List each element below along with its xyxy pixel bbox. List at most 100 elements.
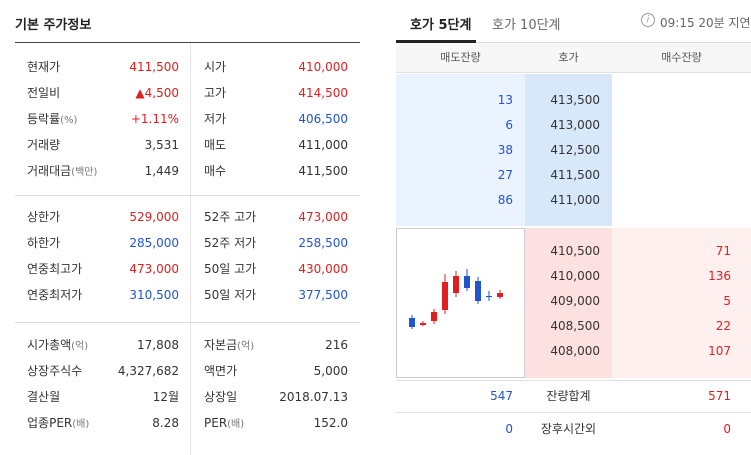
label: 시가 xyxy=(204,55,226,80)
label-text: 등락률 xyxy=(27,112,61,126)
value: 5,000 xyxy=(313,364,348,378)
block-divider xyxy=(15,195,360,196)
sell-row: 13 413,500 xyxy=(396,88,751,113)
label: 50일 고가 xyxy=(204,257,256,282)
buy-row: 409,000 5 xyxy=(396,289,751,314)
total-remaining-label: 잔량합계 xyxy=(546,389,591,403)
label-text: 연중최저가 xyxy=(27,288,83,302)
total-buy-qty: 571 xyxy=(708,389,731,403)
label-text: 50일 저가 xyxy=(204,288,257,302)
panel-title: 기본 주가정보 xyxy=(15,18,92,33)
buy-qty: 22 xyxy=(715,319,731,333)
info-row: 결산월 12월 상장일 2018.07.13 xyxy=(15,385,360,410)
value: 411,500 xyxy=(298,164,348,178)
value: 310,500 xyxy=(129,288,179,302)
value: 473,000 xyxy=(298,210,348,224)
order-book-panel: 호가 5단계 호가 10단계 i 09:15 20분 지연 매도잔량 호가 매수… xyxy=(396,0,751,455)
info-row: 업종PER(배) 8.28 PER(배) 152.0 xyxy=(15,411,360,436)
label-text: 시가 xyxy=(204,60,227,74)
sell-price: 411,000 xyxy=(550,193,600,207)
value: 430,000 xyxy=(298,262,348,276)
value: 411,000 xyxy=(298,138,348,152)
column-divider xyxy=(190,196,191,322)
label: 거래량 xyxy=(27,133,60,158)
buy-qty: 136 xyxy=(708,269,731,283)
label-text: 상장주식수 xyxy=(27,364,83,378)
label: 결산월 xyxy=(27,385,60,410)
buy-qty: 71 xyxy=(715,244,731,258)
label-text: 시가총액 xyxy=(27,338,72,352)
label: 상장일 xyxy=(204,385,237,410)
buy-price: 409,000 xyxy=(550,294,600,308)
label: 등락률(%) xyxy=(27,107,77,133)
after-hours-label: 장후시간외 xyxy=(540,422,597,436)
header-sell-qty: 매도잔량 xyxy=(440,51,481,64)
header-buy-qty: 매수잔량 xyxy=(661,51,702,64)
label-unit: (억) xyxy=(237,341,255,352)
value: 2018.07.13 xyxy=(279,390,348,404)
sell-price-area xyxy=(525,74,612,226)
candle xyxy=(464,276,470,288)
label: 상한가 xyxy=(27,205,60,230)
value: 473,000 xyxy=(129,262,179,276)
info-row: 상장주식수 4,327,682 액면가 5,000 xyxy=(15,359,360,384)
label: 현재가 xyxy=(27,55,60,80)
label: 50일 저가 xyxy=(204,283,256,308)
label: 연중최고가 xyxy=(27,257,82,282)
buy-row: 410,500 71 xyxy=(396,239,751,264)
buy-price: 408,500 xyxy=(550,319,600,333)
candle xyxy=(409,318,415,327)
label: 거래대금(백만) xyxy=(27,159,97,185)
label-unit: (배) xyxy=(227,419,245,430)
value: 4,327,682 xyxy=(117,364,179,378)
label: 자본금(억) xyxy=(204,333,254,359)
column-divider xyxy=(190,43,191,195)
label-text: 액면가 xyxy=(204,364,238,378)
label: 하한가 xyxy=(27,231,60,256)
buy-price: 410,000 xyxy=(550,269,600,283)
value: 529,000 xyxy=(129,210,179,224)
after-hours-sell-qty: 0 xyxy=(505,422,513,436)
column-divider xyxy=(190,323,191,455)
candle xyxy=(453,276,459,293)
label-unit: (백만) xyxy=(71,167,98,178)
mini-candlestick-chart[interactable] xyxy=(396,228,525,378)
label-text: 상한가 xyxy=(27,210,61,224)
sell-row: 86 411,000 xyxy=(396,188,751,213)
sell-row: 6 413,000 xyxy=(396,113,751,138)
basic-stock-info-panel: 기본 주가정보 현재가 411,500 시가 410,000 전일비 ▲4,500 고가 41… xyxy=(0,0,360,455)
sell-price: 413,500 xyxy=(550,93,600,107)
value: 1,449 xyxy=(144,164,179,178)
sell-qty: 13 xyxy=(497,93,513,107)
sell-price: 412,500 xyxy=(550,143,600,157)
label-text: 52주 고가 xyxy=(204,210,257,224)
label: 업종PER(배) xyxy=(27,411,89,437)
info-row: 상한가 529,000 52주 고가 473,000 xyxy=(15,205,360,230)
label-text: 상장일 xyxy=(204,390,238,404)
info-row: 등락률(%) +1.11% 저가 406,500 xyxy=(15,107,360,132)
tab-10-levels[interactable]: 호가 10단계 xyxy=(492,18,561,33)
info-icon[interactable]: i xyxy=(641,13,655,27)
buy-qty: 5 xyxy=(723,294,731,308)
label-text: 저가 xyxy=(204,112,227,126)
tab-5-levels[interactable]: 호가 5단계 xyxy=(410,18,472,33)
info-row: 전일비 ▲4,500 고가 414,500 xyxy=(15,81,360,106)
label-text: 현재가 xyxy=(27,60,61,74)
value: 285,000 xyxy=(129,236,179,250)
buy-row: 410,000 136 xyxy=(396,264,751,289)
value: ▲4,500 xyxy=(135,86,179,100)
delay-timestamp: 09:15 20분 지연 xyxy=(660,16,751,30)
info-row: 시가총액(억) 17,808 자본금(억) 216 xyxy=(15,333,360,358)
label: 고가 xyxy=(204,81,226,106)
buy-price-area xyxy=(525,228,612,378)
buy-qty: 107 xyxy=(708,344,731,358)
sell-price: 413,000 xyxy=(550,118,600,132)
label: 시가총액(억) xyxy=(27,333,88,359)
label: PER(배) xyxy=(204,411,244,437)
total-sell-qty: 547 xyxy=(490,389,513,403)
active-tab-indicator xyxy=(396,40,476,43)
sell-qty-area xyxy=(396,74,525,226)
order-book-header: 매도잔량 호가 매수잔량 xyxy=(396,43,751,73)
label-text: 매수 xyxy=(204,164,227,178)
buy-row: 408,000 107 xyxy=(396,339,751,364)
